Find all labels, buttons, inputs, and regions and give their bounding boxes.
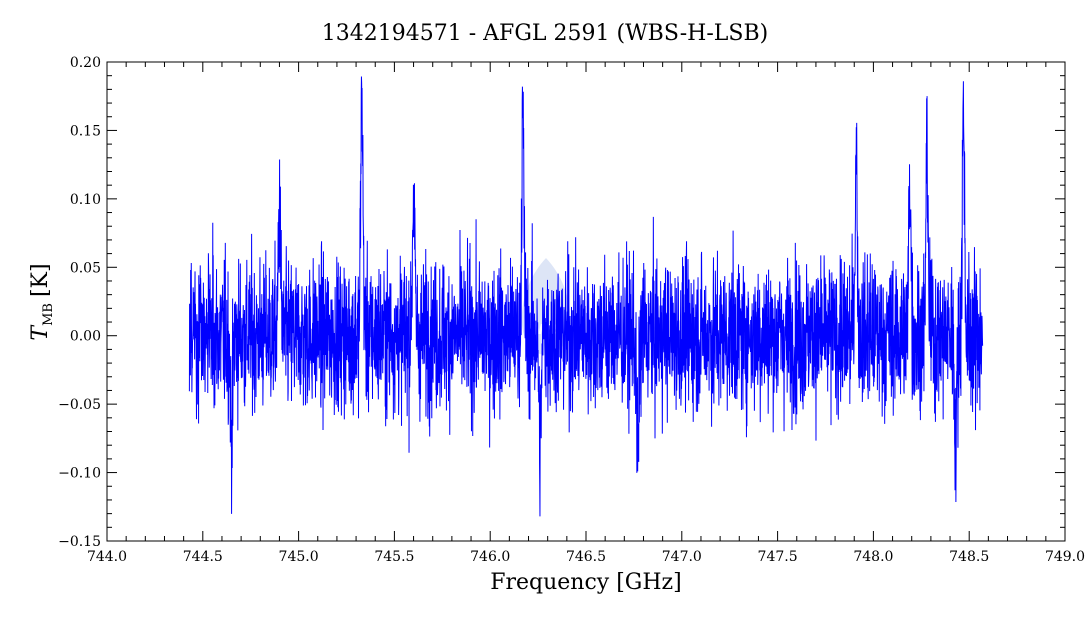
y-tick-label: 0.05: [70, 260, 101, 276]
y-axis-label: TMB [K]: [28, 263, 56, 340]
spectrum-series: [188, 76, 984, 517]
x-tick-label: 747.5: [758, 549, 798, 565]
y-axis-label-subscript: MB: [41, 303, 56, 326]
y-tick-label: 0.20: [70, 55, 101, 71]
x-axis-label: Frequency [GHz]: [490, 570, 682, 595]
y-axis: −0.15 −0.10 −0.05 0.00 0.05 0.10 0.15 0.20: [58, 55, 1065, 550]
x-tick-label: 747.0: [662, 549, 702, 565]
x-tick-label: 748.0: [853, 549, 893, 565]
x-tick-label: 745.5: [374, 549, 414, 565]
svg-text:TMB[K]: TMB [K]: [28, 263, 56, 340]
x-tick-label: 745.0: [279, 549, 319, 565]
y-axis-label-unit: [K]: [28, 263, 53, 297]
y-tick-label: 0.15: [70, 123, 101, 139]
x-tick-label: 748.5: [949, 549, 989, 565]
x-tick-label: 744.5: [183, 549, 223, 565]
y-axis-label-main: T: [28, 324, 53, 341]
x-tick-label: 749.0: [1045, 549, 1085, 565]
y-tick-label: −0.10: [58, 466, 101, 482]
x-tick-label: 746.5: [566, 549, 606, 565]
chart-title: 1342194571 - AFGL 2591 (WBS-H-LSB): [322, 21, 768, 46]
plot-frame: [106, 61, 1066, 542]
x-axis: 744.0 744.5 745.0 745.5 746.0 746.5 747.0 747.5…: [87, 62, 1085, 565]
y-tick-label: 0.00: [70, 329, 101, 345]
y-tick-label: −0.05: [58, 397, 101, 413]
spectrum-line: [188, 76, 984, 517]
y-tick-label: 0.10: [70, 192, 101, 208]
x-tick-label: 744.0: [87, 549, 127, 565]
x-tick-label: 746.0: [470, 549, 510, 565]
y-tick-label: −0.15: [58, 534, 101, 550]
